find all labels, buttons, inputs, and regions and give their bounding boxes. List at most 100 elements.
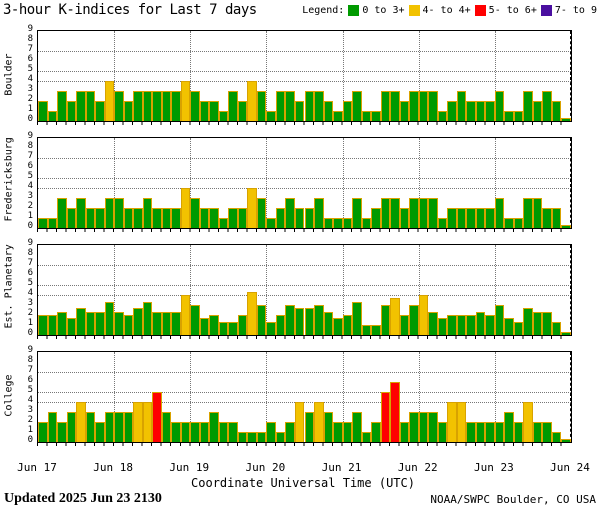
k-bar	[542, 91, 552, 121]
k-bar	[361, 111, 372, 121]
k-bar	[95, 101, 105, 121]
legend-swatch-icon	[540, 4, 552, 16]
k-bar	[180, 81, 191, 121]
k-bar	[190, 91, 200, 121]
x-axis-title: Coordinate Universal Time (UTC)	[191, 476, 415, 490]
y-tick-label: 1	[27, 104, 33, 114]
k-bar	[218, 218, 229, 228]
k-bar	[485, 422, 495, 442]
legend-item: 0 to 3+	[348, 4, 405, 16]
k-bar	[380, 305, 391, 335]
station-label: Est. Planetary	[3, 244, 15, 329]
right-edge-gridline	[570, 245, 571, 335]
k-bar	[447, 208, 457, 228]
k-bar	[237, 432, 248, 442]
k-bar	[380, 91, 391, 121]
k-bar	[399, 208, 410, 228]
k-bar	[142, 198, 153, 228]
k-bar	[85, 412, 96, 442]
panel-fredericksburg: Fredericksburg 9 8 7 6 5 4 3 2 1 0	[0, 132, 600, 234]
day-label: Jun 22	[397, 461, 438, 474]
k-bar	[409, 305, 419, 335]
k-bar	[114, 198, 124, 228]
k-bar	[561, 118, 571, 121]
h-gridline	[38, 81, 571, 82]
k-bar	[532, 422, 543, 442]
k-bar	[456, 91, 467, 121]
k-bar	[47, 315, 58, 335]
plot-area	[37, 137, 572, 229]
k-bar	[418, 295, 429, 335]
day-label: Jun 18	[93, 461, 134, 474]
k-bar	[38, 101, 48, 121]
k-bar	[418, 412, 429, 442]
k-bar	[513, 322, 524, 335]
k-bar	[66, 412, 77, 442]
day-gridline	[342, 352, 344, 442]
k-bar	[314, 305, 324, 335]
x-tick-marks	[37, 336, 570, 339]
day-gridline	[418, 245, 420, 335]
k-bar	[380, 392, 391, 442]
h-gridline	[38, 265, 571, 266]
day-gridline	[494, 245, 496, 335]
day-gridline	[190, 138, 192, 228]
k-bar	[409, 412, 419, 442]
legend-items: 0 to 3+ 4- to 4+ 5- to 6+ 7- to 9	[348, 4, 597, 16]
day-gridline	[114, 352, 116, 442]
k-bar	[494, 91, 505, 121]
k-bar	[342, 422, 353, 442]
k-bar	[218, 422, 229, 442]
k-bar	[133, 402, 143, 442]
x-tick-marks	[37, 229, 570, 232]
k-bar	[342, 101, 353, 121]
k-bar	[161, 208, 172, 228]
k-bar	[209, 315, 219, 335]
k-bar	[95, 312, 105, 335]
y-tick-label: 9	[27, 131, 33, 141]
k-bar	[285, 422, 295, 442]
k-bar	[95, 422, 105, 442]
day-gridline	[266, 352, 268, 442]
k-bar	[390, 298, 400, 335]
k-bar	[475, 312, 486, 335]
k-bar	[513, 218, 524, 228]
k-bar	[38, 315, 48, 335]
k-bar	[256, 198, 267, 228]
x-axis-day-labels: Jun 17 Jun 18 Jun 19 Jun 20 Jun 21 Jun 22 Jun …	[0, 461, 600, 475]
h-gridline	[38, 295, 571, 296]
day-gridline	[494, 138, 496, 228]
y-tick-label: 8	[27, 248, 33, 258]
y-tick-label: 3	[27, 191, 33, 201]
k-bar	[95, 208, 105, 228]
k-bar	[371, 111, 381, 121]
k-bar	[361, 218, 372, 228]
legend-item: 4- to 4+	[408, 4, 471, 16]
k-bar	[38, 422, 48, 442]
y-tick-label: 6	[27, 161, 33, 171]
k-bar	[218, 322, 229, 335]
k-bar	[304, 308, 315, 335]
day-gridline	[494, 352, 496, 442]
day-gridline	[190, 352, 192, 442]
k-bar	[275, 432, 286, 442]
k-bar	[333, 218, 343, 228]
legend-label: Legend:	[302, 4, 345, 16]
k-bar	[171, 312, 181, 335]
k-bar	[504, 111, 514, 121]
k-bar	[190, 422, 200, 442]
k-bar	[485, 208, 495, 228]
y-tick-label: 8	[27, 355, 33, 365]
k-bar	[532, 101, 543, 121]
k-bar	[256, 432, 267, 442]
k-bar	[104, 81, 115, 121]
k-bar	[237, 208, 248, 228]
k-bar	[237, 315, 248, 335]
day-gridline	[342, 245, 344, 335]
day-gridline	[418, 352, 420, 442]
k-bar	[532, 312, 543, 335]
y-tick-label: 7	[27, 44, 33, 54]
k-bar	[323, 218, 334, 228]
day-gridline	[342, 31, 344, 121]
